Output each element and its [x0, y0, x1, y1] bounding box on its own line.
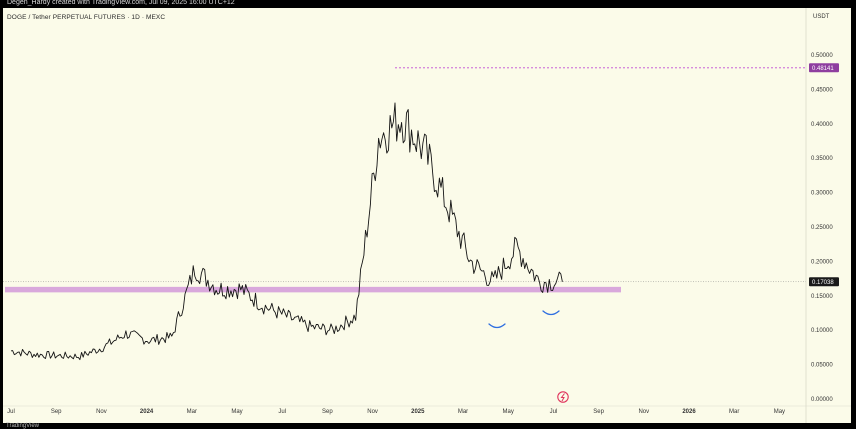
x-tick-label: Sep [322, 409, 333, 415]
peak-price-value: 0.48141 [812, 66, 834, 72]
watermark-header: Degen_Hardy created with TradingView.com… [7, 0, 235, 6]
y-tick-label: 0.35000 [811, 156, 833, 162]
x-tick-label: May [503, 409, 514, 415]
watermark-footer: TradingView [6, 423, 40, 429]
x-tick-label: May [231, 409, 242, 415]
marker-ring [557, 391, 569, 403]
x-tick-label: Nov [96, 409, 107, 415]
y-tick-label: 0.10000 [811, 328, 833, 334]
y-axis-unit: USDT [813, 14, 830, 20]
bottom-arc [542, 310, 560, 316]
x-tick-label: Jul [7, 409, 15, 415]
last-price-label-bg [809, 277, 839, 287]
price-chart[interactable]: 0.50000 0.45000 0.40000 0.35000 0.30000 0.250… [3, 8, 851, 423]
last-price-label: 0.17038 [809, 277, 839, 287]
y-tick-label: 0.50000 [811, 53, 833, 59]
x-tick-label: Jul [550, 409, 558, 415]
x-tick-label: 2024 [140, 409, 154, 415]
y-tick-label: 0.05000 [811, 363, 833, 369]
bottom-arc [488, 323, 506, 329]
x-tick-label: Sep [51, 409, 62, 415]
x-tick-label: Nov [638, 409, 649, 415]
y-tick-label: 0.40000 [811, 122, 833, 128]
x-tick-label: Mar [729, 409, 739, 415]
x-tick-label: Mar [458, 409, 468, 415]
x-tick-label: 2025 [411, 409, 425, 415]
x-tick-label: May [774, 409, 785, 415]
peak-price-label-bg [809, 63, 839, 73]
chart-title: DOGE / Tether PERPETUAL FUTURES · 1D · M… [7, 14, 166, 21]
y-tick-label: 0.15000 [811, 294, 833, 300]
last-price-value: 0.17038 [812, 280, 834, 286]
y-axis: 0.50000 0.45000 0.40000 0.35000 0.30000 0.250… [805, 8, 833, 423]
y-tick-label: 0.45000 [811, 87, 833, 93]
x-tick-label: Sep [593, 409, 604, 415]
bottom-annotations [488, 310, 560, 329]
x-axis: Jul Sep Nov 2024 Mar May Jul Sep Nov 2025 Mar May Ju… [3, 405, 851, 415]
event-marker-icon[interactable] [557, 391, 569, 403]
y-tick-label: 0.20000 [811, 259, 833, 265]
y-tick-label: 0.30000 [811, 191, 833, 197]
chart-canvas[interactable]: 0.50000 0.45000 0.40000 0.35000 0.30000 0.250… [3, 8, 851, 423]
marker-bolt [560, 393, 565, 402]
y-tick-label: 0.00000 [811, 397, 833, 403]
peak-price-label: 0.48141 [809, 63, 839, 73]
price-series-line [10, 102, 563, 361]
x-tick-label: 2026 [682, 409, 696, 415]
x-tick-label: Nov [367, 409, 378, 415]
support-zone [5, 286, 621, 293]
y-tick-label: 0.25000 [811, 225, 833, 231]
x-tick-label: Mar [187, 409, 197, 415]
x-tick-label: Jul [278, 409, 286, 415]
